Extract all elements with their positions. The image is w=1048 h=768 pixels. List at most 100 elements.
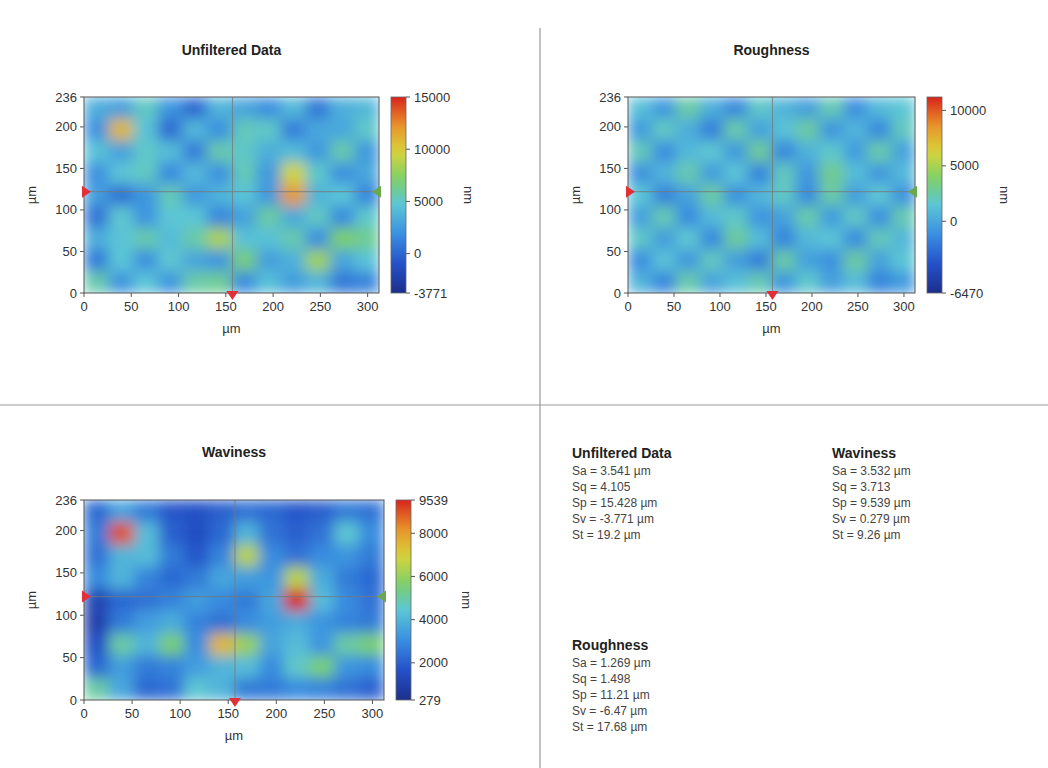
cell — [256, 141, 281, 163]
cell — [182, 271, 207, 293]
cell — [232, 162, 257, 184]
cell — [354, 162, 379, 184]
cell — [843, 206, 867, 228]
cell — [700, 141, 724, 163]
cell — [133, 184, 158, 206]
cell — [891, 97, 915, 119]
x-tick — [225, 293, 226, 297]
cell — [748, 271, 772, 293]
cell — [819, 119, 843, 141]
cell — [184, 522, 210, 545]
cell — [109, 656, 135, 679]
cell — [158, 228, 183, 250]
cell — [305, 271, 330, 293]
cell — [259, 500, 285, 523]
cell — [182, 141, 207, 163]
x-tick-label: 250 — [847, 299, 869, 314]
cell — [676, 271, 700, 293]
cell — [724, 228, 748, 250]
cell — [84, 567, 110, 590]
colorbar-tick-label: 9539 — [419, 493, 448, 508]
cell — [359, 633, 384, 656]
statistics-line: Sa = 3.541 µm — [572, 464, 651, 478]
cell — [84, 678, 110, 700]
cell — [330, 184, 355, 206]
cell — [207, 249, 232, 271]
cell — [84, 500, 110, 523]
cell — [772, 162, 796, 184]
heatmap-panel: Waviness05010015020025030005010015020023… — [24, 444, 474, 743]
cell — [84, 249, 109, 271]
cell — [843, 271, 867, 293]
cell — [334, 567, 360, 590]
y-tick-label: 0 — [614, 286, 621, 301]
statistics-title: Roughness — [572, 637, 648, 653]
cell — [207, 184, 232, 206]
cell — [724, 119, 748, 141]
cell — [182, 184, 207, 206]
x-tick — [273, 293, 274, 297]
y-tick — [624, 126, 628, 127]
colorbar-tick — [411, 500, 415, 501]
colorbar-tick — [411, 576, 415, 577]
cell — [652, 162, 676, 184]
cell — [354, 271, 379, 293]
cell — [109, 611, 135, 634]
cell — [207, 141, 232, 163]
cell — [158, 162, 183, 184]
x-tick — [372, 700, 373, 704]
cell — [159, 522, 185, 545]
cell — [158, 97, 183, 119]
cell — [232, 119, 257, 141]
statistics-line: St = 17.68 µm — [572, 720, 647, 734]
cell — [209, 678, 235, 700]
cell — [309, 522, 335, 545]
cell — [209, 544, 235, 567]
cell — [109, 633, 135, 656]
cell — [133, 162, 158, 184]
cell — [134, 611, 160, 634]
cell — [184, 589, 210, 612]
x-tick-label: 200 — [265, 706, 287, 721]
statistics-line: St = 19.2 µm — [572, 528, 641, 542]
statistics-title: Waviness — [832, 445, 896, 461]
cell — [748, 184, 772, 206]
cell — [256, 228, 281, 250]
cell — [652, 249, 676, 271]
cell — [209, 656, 235, 679]
cell — [109, 522, 135, 545]
cell — [676, 141, 700, 163]
cell — [134, 678, 160, 700]
cell — [134, 567, 160, 590]
cell — [309, 567, 335, 590]
cell — [330, 206, 355, 228]
cell — [628, 271, 652, 293]
cell — [234, 544, 260, 567]
cell — [700, 249, 724, 271]
cell — [724, 184, 748, 206]
cell — [795, 97, 819, 119]
cell — [232, 141, 257, 163]
colorbar-tick — [406, 293, 410, 294]
cell — [159, 633, 185, 656]
y-tick-label: 50 — [63, 650, 77, 665]
cell — [184, 500, 210, 523]
cell — [209, 567, 235, 590]
cell — [628, 206, 652, 228]
cell — [84, 206, 109, 228]
colorbar-tick — [411, 619, 415, 620]
x-tick-label: 300 — [893, 299, 915, 314]
colorbar-tick — [411, 533, 415, 534]
colorbar-tick-label: 2000 — [419, 655, 448, 670]
cell — [284, 656, 310, 679]
cell — [259, 678, 285, 700]
cell — [891, 119, 915, 141]
cell — [281, 141, 306, 163]
y-tick — [80, 293, 84, 294]
cell — [867, 162, 891, 184]
cell — [359, 544, 384, 567]
cell — [748, 228, 772, 250]
y-tick — [80, 209, 84, 210]
statistics-line: Sv = -6.47 µm — [572, 704, 647, 718]
cell — [309, 500, 335, 523]
